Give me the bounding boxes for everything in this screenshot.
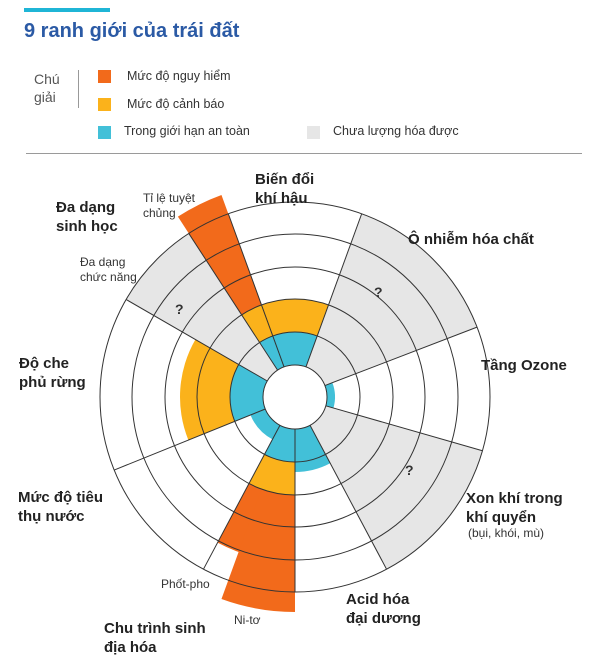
sector-ozone-safe (324, 382, 335, 409)
label-ozone: Tầng Ozone (481, 357, 567, 374)
unknown-mark-aerosol: ? (405, 462, 414, 478)
grid-divider-3 (324, 326, 478, 386)
sector-nitrogen-safe (272, 427, 295, 462)
legend-swatch-unquantified (307, 126, 320, 139)
sector-land-safe (229, 364, 268, 422)
label-water: Mức độ tiêu thụ nước (18, 489, 104, 525)
legend-text-warning: Mức độ cảnh báo (127, 97, 225, 111)
legend-text-danger: Mức độ nguy hiểm (127, 69, 231, 83)
grid-divider-9 (125, 299, 268, 382)
unknown-mark-functional-diversity: ? (175, 301, 184, 317)
legend-label: Chú giải (34, 71, 60, 105)
label-phosphorus: Phốt-pho (161, 577, 210, 591)
label-biodiversity: Đa dạng sinh học (56, 199, 118, 235)
label-nitrogen: Ni-tơ (234, 613, 261, 627)
sector-extinction-warning (241, 304, 273, 343)
legend-swatch-warning (98, 98, 111, 111)
legend-swatch-safe (98, 126, 111, 139)
sector-climate-warning (261, 298, 329, 336)
label-climate: Biến đổi khí hậu (255, 171, 315, 207)
label-aerosol-note: (bụi, khói, mù) (468, 526, 545, 540)
label-aerosol: Xon khí trong khí quyển (466, 490, 563, 526)
unknown-mark-chemical: ? (374, 284, 383, 300)
label-land: Độ che phủ rừng (19, 355, 86, 391)
page-title: 9 ranh giới của trái đất (24, 20, 240, 42)
sector-ocean-safe (295, 425, 331, 472)
sector-nitrogen-warning (261, 458, 295, 495)
sector-aerosol-unquantified (310, 405, 483, 570)
sector-land-warning (179, 339, 239, 441)
legend-swatch-danger (98, 70, 111, 83)
sector-chemical-unquantified (305, 213, 478, 386)
grid-ring-1 (262, 364, 328, 430)
label-biogeochemical: Chu trình sinh địa hóa (104, 620, 206, 656)
grid-divider-8 (114, 408, 266, 471)
grid-divider-5 (309, 425, 387, 570)
title-accent-bar (24, 8, 110, 12)
sector-extinction-danger (177, 194, 262, 315)
sector-nitrogen-danger (221, 489, 295, 612)
grid-divider-1 (227, 213, 285, 368)
label-ocean: Acid hóa đại dương (346, 591, 421, 627)
sector-climate-safe (272, 332, 318, 367)
legend-divider (78, 70, 79, 108)
grid-divider-4 (325, 405, 483, 452)
label-extinction-rate: Tỉ lệ tuyệt chủng (143, 191, 196, 220)
grid-divider-2 (305, 213, 363, 368)
grid-divider-10 (188, 233, 278, 371)
legend-text-unquantified: Chưa lượng hóa được (333, 124, 459, 138)
legend-text-safe: Trong giới hạn an toàn (124, 124, 250, 138)
label-chemical: Ô nhiễm hóa chất (408, 231, 534, 248)
sector-water-safe (250, 408, 280, 440)
legend-separator (26, 153, 582, 154)
grid-divider-7 (203, 425, 281, 570)
label-functional-diversity: Đa dạng chức năng (80, 255, 137, 284)
sector-functional-diversity-unquantified (126, 233, 278, 381)
sector-extinction-safe (259, 335, 285, 371)
